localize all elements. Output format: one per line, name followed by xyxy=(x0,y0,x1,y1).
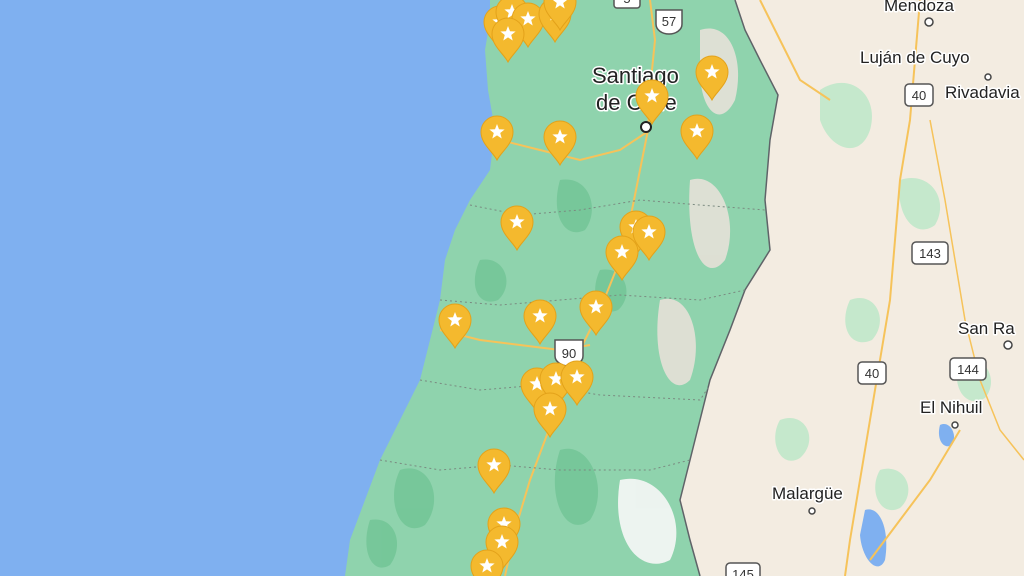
pin-marker xyxy=(680,114,714,161)
pin-marker xyxy=(635,79,669,126)
star-icon xyxy=(509,214,525,229)
land-argentina xyxy=(680,0,1024,576)
label-mendoza: Mendoza xyxy=(884,0,954,15)
mountain-areas xyxy=(618,28,739,564)
city-dot-santiago xyxy=(640,121,652,133)
map-pin[interactable] xyxy=(560,360,594,407)
star-icon xyxy=(614,244,630,259)
star-icon xyxy=(542,401,558,416)
star-icon xyxy=(552,129,568,144)
map-pin[interactable] xyxy=(533,392,567,439)
pin-marker xyxy=(523,299,557,346)
route-shields: 57 40 143 144 40 90 145 5 xyxy=(554,0,987,576)
route-shield-57: 57 xyxy=(655,9,683,35)
star-icon xyxy=(569,369,585,384)
svg-text:143: 143 xyxy=(919,246,941,261)
star-icon xyxy=(504,4,520,19)
map-pin[interactable] xyxy=(695,55,729,102)
map-pin[interactable] xyxy=(500,205,534,252)
pin-marker xyxy=(500,205,534,252)
map-pin[interactable] xyxy=(605,235,639,282)
land-chile xyxy=(345,0,778,576)
map-pin[interactable] xyxy=(480,115,514,162)
star-icon xyxy=(532,308,548,323)
route-shield-40-north: 40 xyxy=(904,83,934,107)
pin-marker xyxy=(695,55,729,102)
star-icon xyxy=(704,64,720,79)
forest-areas xyxy=(366,179,627,568)
map-pin[interactable] xyxy=(579,290,613,337)
map-pin[interactable] xyxy=(470,549,504,576)
pin-marker xyxy=(438,303,472,350)
star-icon xyxy=(641,224,657,239)
route-shield-40-south: 40 xyxy=(857,361,887,385)
svg-text:40: 40 xyxy=(865,366,879,381)
star-icon xyxy=(500,26,516,41)
map-pin[interactable] xyxy=(477,448,511,495)
star-icon xyxy=(486,457,502,472)
pin-marker xyxy=(491,17,525,64)
label-santiago-line1: Santiago xyxy=(592,63,679,88)
svg-text:90: 90 xyxy=(562,346,576,361)
label-lujan-de-cuyo: Luján de Cuyo xyxy=(860,48,970,67)
star-icon xyxy=(552,0,568,9)
star-icon xyxy=(689,123,705,138)
city-dot-mendoza xyxy=(924,17,934,27)
route-shield-143: 143 xyxy=(911,241,949,265)
route-shield-145: 145 xyxy=(725,562,761,576)
star-icon xyxy=(496,516,512,531)
pin-marker xyxy=(560,360,594,407)
star-icon xyxy=(489,124,505,139)
star-icon xyxy=(588,299,604,314)
pin-marker xyxy=(480,115,514,162)
label-san-rafael: San Ra xyxy=(958,319,1015,338)
label-malargue: Malargüe xyxy=(772,484,843,503)
pin-marker xyxy=(605,235,639,282)
map-pin[interactable] xyxy=(543,120,577,167)
star-icon xyxy=(447,312,463,327)
star-icon xyxy=(494,534,510,549)
map-pin[interactable] xyxy=(635,79,669,126)
map-pin[interactable] xyxy=(523,299,557,346)
star-icon xyxy=(479,558,495,573)
pin-marker xyxy=(543,0,577,32)
label-rivadavia: Rivadavia xyxy=(945,83,1020,102)
pin-marker xyxy=(543,120,577,167)
pin-marker xyxy=(632,215,666,262)
label-el-nihuil: El Nihuil xyxy=(920,398,982,417)
city-dot-san-rafael xyxy=(1003,340,1013,350)
map-pin[interactable] xyxy=(491,17,525,64)
svg-text:144: 144 xyxy=(957,362,979,377)
pin-marker xyxy=(477,448,511,495)
map-pin[interactable] xyxy=(543,0,577,32)
star-icon xyxy=(520,11,536,26)
city-dot-el-nihuil xyxy=(951,421,959,429)
svg-text:145: 145 xyxy=(732,567,754,576)
map-pin[interactable] xyxy=(438,303,472,350)
city-dot-malargue xyxy=(808,507,816,515)
pin-layer xyxy=(438,0,729,576)
route-shield-5: 5 xyxy=(613,0,641,9)
map-pin[interactable] xyxy=(632,215,666,262)
city-dot-lujan xyxy=(984,73,992,81)
svg-text:40: 40 xyxy=(912,88,926,103)
pin-marker xyxy=(579,290,613,337)
svg-text:5: 5 xyxy=(623,0,630,6)
svg-text:57: 57 xyxy=(662,14,676,29)
star-icon xyxy=(529,376,545,391)
map-pin[interactable] xyxy=(680,114,714,161)
pin-marker xyxy=(533,392,567,439)
route-shield-144: 144 xyxy=(949,357,987,381)
lakes xyxy=(860,424,955,567)
star-icon xyxy=(548,371,564,386)
star-icon xyxy=(644,88,660,103)
